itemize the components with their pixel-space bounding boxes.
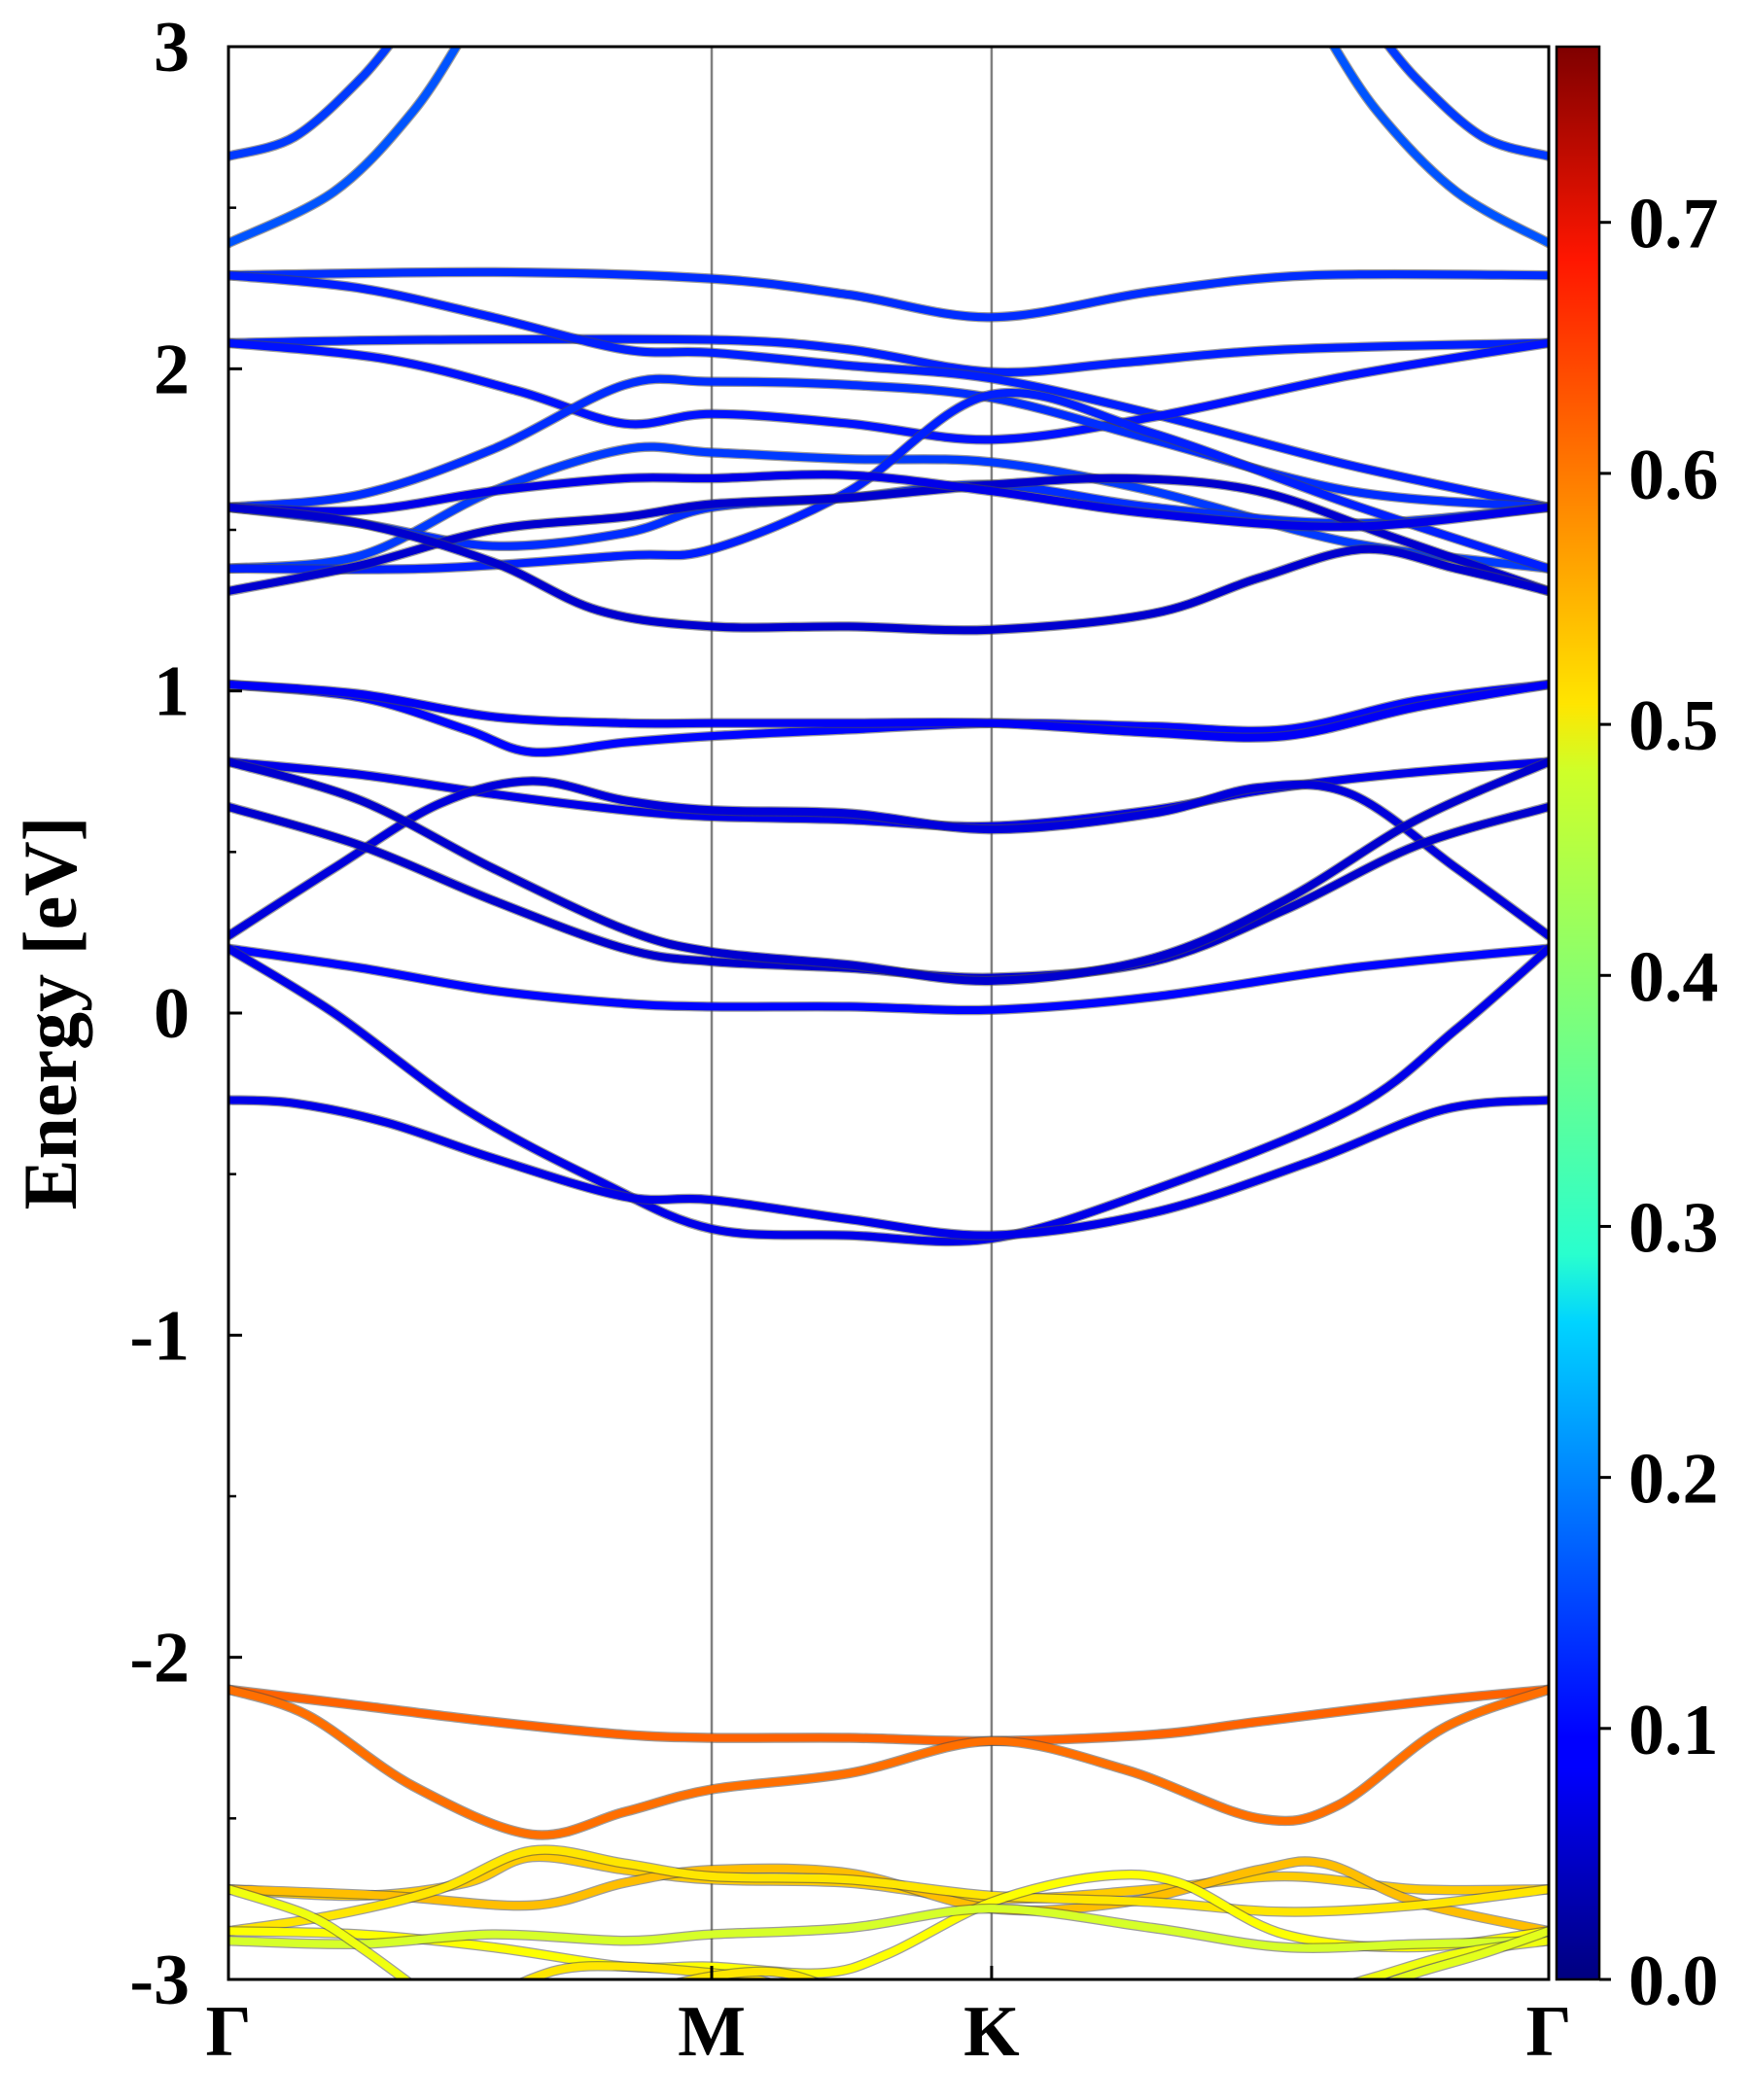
band-c15 xyxy=(228,777,1549,940)
colorbar-tick-label: 0.0 xyxy=(1628,1942,1719,2021)
band-v5 xyxy=(228,1845,1549,1936)
colorbar-tick-label: 0.1 xyxy=(1628,1691,1719,1770)
band-c20 xyxy=(228,1096,1549,1240)
band-v6 xyxy=(228,1871,1549,1978)
y-axis-title: Energy [eV] xyxy=(8,816,92,1209)
kpoint-label: Γ xyxy=(1525,1992,1571,2072)
y-tick-label: -1 xyxy=(129,1296,190,1376)
band-c8 xyxy=(228,388,1549,574)
colorbar-tick-label: 0.3 xyxy=(1628,1188,1719,1268)
y-axis: 3 2 1 0 -1 -2 -3 xyxy=(129,8,242,2020)
band-c18 xyxy=(228,944,1549,1015)
colorbar-tick-label: 0.4 xyxy=(1628,937,1719,1017)
band-cb-b xyxy=(228,47,393,160)
colorbar-tick-label: 0.2 xyxy=(1628,1440,1719,1520)
band-c2 xyxy=(228,334,1549,376)
band-v7 xyxy=(228,1905,1549,1952)
kpoint-label: Γ xyxy=(205,1992,251,2072)
y-tick-label: 2 xyxy=(154,330,190,409)
colorbar-tick-label: 0.6 xyxy=(1628,436,1719,515)
y-tick-label: 3 xyxy=(154,8,190,88)
band-v9 xyxy=(519,1962,772,1979)
y-tick-label: -3 xyxy=(129,1941,190,2020)
band-cb-a xyxy=(228,47,461,248)
band-v1 xyxy=(228,1685,1549,1745)
colorbar xyxy=(1555,45,1601,1981)
band-c9 xyxy=(228,473,1549,595)
y-tick-label: 1 xyxy=(154,652,190,732)
band-cb-c xyxy=(1329,47,1549,248)
band-v8 xyxy=(228,1885,412,1979)
band-c12 xyxy=(228,681,1549,756)
y-tick-label: 0 xyxy=(154,974,190,1054)
band-v10 xyxy=(675,1967,820,1979)
band-c19 xyxy=(228,944,1549,1245)
colorbar-tick-label: 0.5 xyxy=(1628,686,1719,766)
y-tick-label: -2 xyxy=(129,1619,190,1698)
band-c10 xyxy=(228,471,1549,531)
colorbar-tick-label: 0.7 xyxy=(1628,185,1719,264)
band-c3 xyxy=(228,271,1549,511)
band-c1 xyxy=(228,267,1549,322)
band-c4 xyxy=(228,338,1549,444)
kpoint-label: M xyxy=(678,1992,746,2072)
band-v2 xyxy=(228,1685,1549,1839)
band-c13 xyxy=(228,681,1549,742)
colorbar-ticks: 0.0 0.1 0.2 0.3 0.4 0.5 0.6 0.7 xyxy=(1599,185,1719,2021)
bands-layer xyxy=(228,47,1549,1979)
band-c11 xyxy=(228,503,1549,635)
band-v12 xyxy=(1384,1927,1549,1979)
band-c17 xyxy=(228,757,1549,985)
kpoint-label: K xyxy=(963,1992,1020,2072)
band-cb-d xyxy=(1384,47,1549,160)
